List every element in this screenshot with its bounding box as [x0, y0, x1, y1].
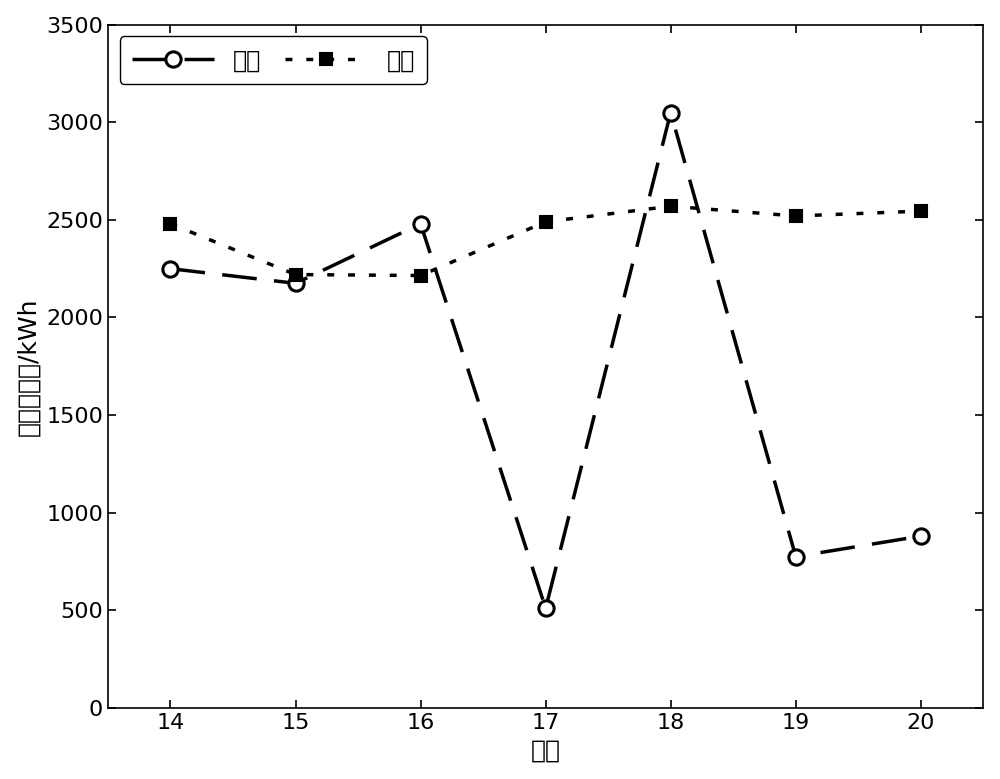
负荷	[915, 206, 927, 216]
光伏	[290, 279, 302, 288]
光伏	[665, 108, 677, 117]
负荷	[164, 219, 176, 228]
光伏	[915, 531, 927, 541]
Legend: 光伏, 负荷: 光伏, 负荷	[120, 37, 427, 84]
负荷	[790, 211, 802, 220]
负荷	[415, 271, 427, 280]
Line: 光伏: 光伏	[163, 105, 928, 616]
负荷	[540, 217, 552, 227]
光伏	[415, 219, 427, 228]
Y-axis label: 能量预测值/kWh: 能量预测值/kWh	[17, 297, 41, 435]
光伏	[540, 604, 552, 613]
光伏	[164, 264, 176, 273]
负荷	[290, 270, 302, 279]
Line: 负荷: 负荷	[164, 200, 927, 282]
X-axis label: 天数: 天数	[531, 738, 561, 763]
光伏	[790, 552, 802, 562]
负荷	[665, 202, 677, 211]
